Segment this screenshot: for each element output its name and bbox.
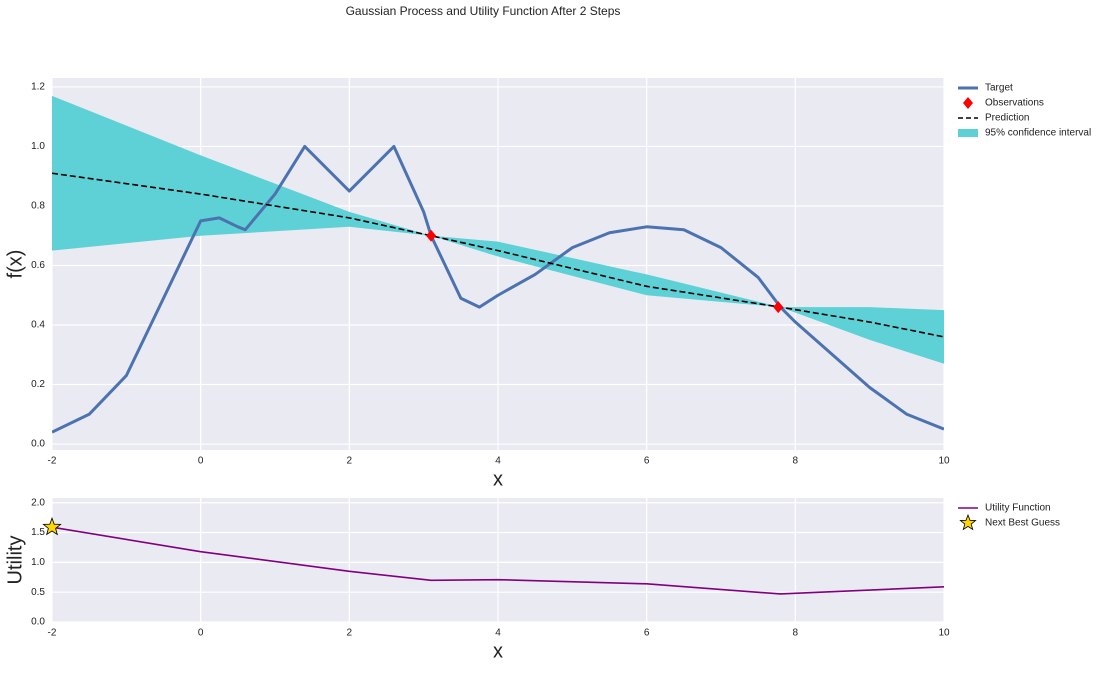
x-tick-label: 8	[793, 456, 799, 467]
y-tick-label: 1.0	[31, 141, 45, 152]
legend-label: Prediction	[985, 113, 1029, 124]
figure-title: Gaussian Process and Utility Function Af…	[346, 4, 621, 18]
legend-swatch	[963, 97, 973, 109]
x-tick-label: 0	[198, 628, 204, 639]
y-axis-label: f(x)	[4, 250, 26, 279]
y-tick-label: 0.2	[31, 379, 45, 390]
x-tick-label: 4	[495, 628, 501, 639]
x-tick-label: 4	[495, 456, 501, 467]
legend-label: Utility Function	[985, 503, 1051, 514]
y-tick-label: 0.0	[31, 617, 45, 628]
y-tick-label: 0.0	[31, 439, 45, 450]
x-axis-label: x	[493, 468, 503, 490]
y-tick-label: 1.0	[31, 557, 45, 568]
y-tick-label: 0.5	[31, 587, 45, 598]
y-axis-label: Utility	[4, 536, 26, 585]
prediction-line	[52, 172, 944, 338]
x-tick-label: 6	[644, 456, 650, 467]
diamond-marker	[773, 301, 784, 314]
legend-label: Next Best Guess	[985, 518, 1060, 529]
x-tick-label: 2	[347, 628, 353, 639]
legend-swatch	[959, 513, 977, 531]
y-tick-label: 0.8	[31, 201, 45, 212]
x-tick-label: 0	[198, 456, 204, 467]
legend-swatch	[958, 129, 978, 137]
y-tick-label: 2.0	[31, 497, 45, 508]
diamond-marker	[426, 229, 437, 242]
confidence-band	[52, 95, 944, 364]
star-marker	[42, 517, 62, 536]
legend-label: Observations	[985, 98, 1044, 109]
line	[52, 526, 944, 595]
y-tick-label: 1.2	[31, 82, 45, 93]
x-tick-label: 2	[347, 456, 353, 467]
x-tick-label: 6	[644, 628, 650, 639]
x-tick-label: 10	[938, 456, 950, 467]
y-tick-label: 1.5	[31, 527, 45, 538]
x-axis-label: x	[493, 640, 503, 662]
x-tick-label: -2	[48, 456, 57, 467]
legend-label: Target	[985, 83, 1013, 94]
x-tick-label: 10	[938, 628, 950, 639]
x-tick-label: 8	[793, 628, 799, 639]
y-tick-label: 0.6	[31, 260, 45, 271]
x-tick-label: -2	[48, 628, 57, 639]
legend-label: 95% confidence interval	[985, 128, 1091, 139]
y-tick-label: 0.4	[31, 320, 45, 331]
line	[52, 144, 944, 434]
